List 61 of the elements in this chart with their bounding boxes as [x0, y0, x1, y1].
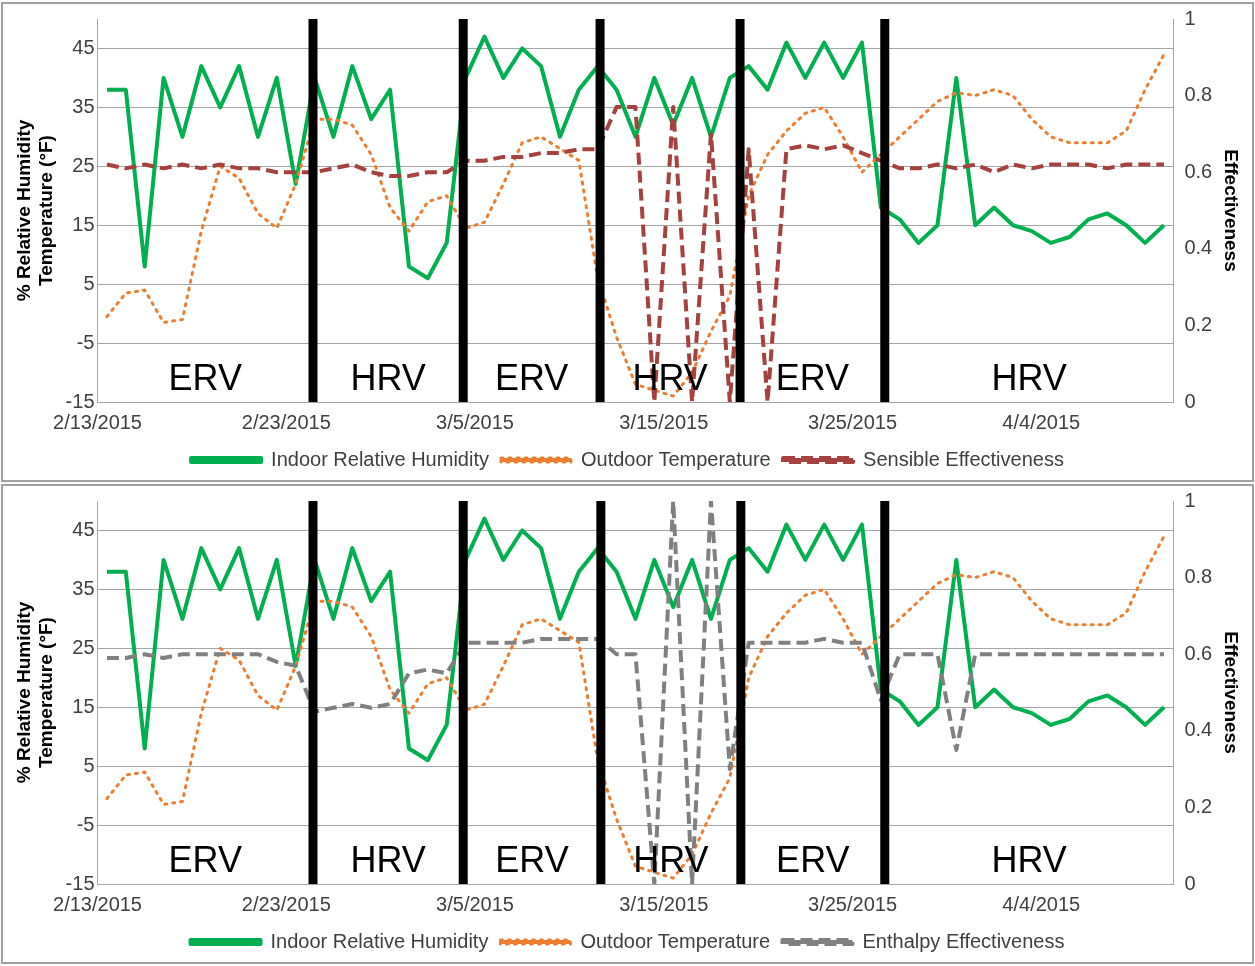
- y2-tick-label: 0.8: [1184, 565, 1213, 588]
- legend-label: Sensible Effectiveness: [863, 447, 1064, 470]
- y-tick-label: 5: [83, 271, 95, 294]
- annotation: HRV: [991, 838, 1067, 880]
- y2-tick-label: 0.8: [1184, 83, 1213, 106]
- y2-tick-label: 0.2: [1184, 794, 1213, 817]
- y-tick-label: 15: [72, 212, 95, 235]
- y-tick-label: 35: [72, 94, 95, 117]
- y2-tick-label: 0: [1184, 871, 1196, 894]
- legend-label: Outdoor Temperature: [580, 929, 771, 952]
- annotation: ERV: [168, 838, 242, 880]
- y-tick-label: 45: [72, 35, 95, 58]
- annotation: HRV: [633, 838, 709, 880]
- y2-tick-label: 0.2: [1184, 312, 1213, 335]
- y-tick-label: 25: [72, 153, 95, 176]
- annotation: ERV: [775, 356, 850, 398]
- y-tick-label: 35: [72, 576, 95, 599]
- x-tick-label: 3/5/2015: [436, 892, 514, 915]
- x-tick-label: 2/13/2015: [53, 892, 142, 915]
- y-axis-title: % Relative Humidity Temperature (°F): [12, 119, 57, 302]
- legend-label: Outdoor Temperature: [580, 447, 771, 470]
- y-tick-label: 45: [72, 517, 95, 540]
- y-axis-title: % Relative Humidity Temperature (°F): [12, 601, 57, 784]
- y2-tick-label: 1: [1184, 488, 1196, 511]
- annotation: HRV: [350, 356, 426, 398]
- x-tick-label: 3/25/2015: [808, 410, 898, 433]
- x-tick-label: 4/4/2015: [1002, 892, 1081, 915]
- y2-tick-label: 0.4: [1184, 236, 1213, 259]
- x-tick-label: 3/15/2015: [619, 410, 709, 433]
- y-tick-label: 5: [83, 753, 95, 776]
- x-tick-label: 4/4/2015: [1002, 410, 1081, 433]
- x-tick-label: 2/23/2015: [241, 892, 331, 915]
- annotation: ERV: [495, 838, 569, 880]
- y2-tick-label: 0: [1184, 389, 1196, 412]
- y2-tick-label: 0.6: [1184, 641, 1213, 664]
- annotation: HRV: [991, 356, 1067, 398]
- y-tick-label: -15: [65, 871, 95, 894]
- y-tick-label: -5: [76, 812, 95, 835]
- annotation: ERV: [494, 356, 569, 398]
- annotation: ERV: [168, 356, 242, 398]
- x-tick-label: 2/23/2015: [241, 410, 331, 433]
- legend-label: Indoor Relative Humidity: [271, 447, 489, 470]
- annotation: ERV: [776, 838, 850, 880]
- line-series: [104, 105, 1166, 402]
- y2-tick-label: 1: [1184, 6, 1196, 29]
- legend-label: Enthalpy Effectiveness: [862, 929, 1065, 952]
- y-tick-label: -5: [76, 330, 95, 353]
- x-tick-label: 2/13/2015: [53, 410, 142, 433]
- x-tick-label: 3/15/2015: [619, 892, 709, 915]
- y-tick-label: -15: [65, 389, 95, 412]
- y-tick-label: 15: [72, 694, 95, 717]
- y-tick-label: 25: [72, 635, 95, 658]
- annotation: HRV: [350, 838, 426, 880]
- line-series: [105, 52, 1166, 398]
- x-tick-label: 3/25/2015: [808, 892, 898, 915]
- y2-tick-label: 0.4: [1184, 718, 1213, 741]
- x-tick-label: 3/5/2015: [436, 410, 514, 433]
- legend-label: Indoor Relative Humidity: [270, 929, 489, 952]
- y2-axis-title: Effectiveness: [1221, 631, 1243, 754]
- y2-tick-label: 0.6: [1184, 159, 1213, 182]
- y2-axis-title: Effectiveness: [1221, 149, 1243, 272]
